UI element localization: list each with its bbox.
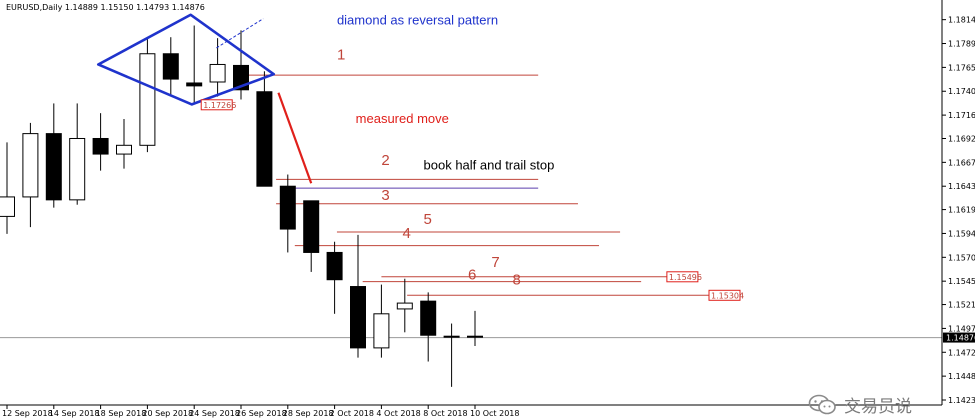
- bull-candle: [22, 133, 39, 198]
- level-price-tag: [708, 289, 741, 301]
- wechat-icon: [808, 394, 836, 414]
- bull-candle: [116, 144, 132, 155]
- diamond-dashed-extension: [216, 18, 264, 49]
- level-number-4: 4: [402, 225, 410, 242]
- bull-candle: [396, 302, 413, 310]
- breakout-price-label: 1.17266: [203, 101, 236, 110]
- price-tick-label: 1.16920: [948, 134, 975, 143]
- plot-area: 1.15496 1.15304 1.17266 1 2 3 45 678 diamond as …: [0, 13, 942, 387]
- price-tick-label: 1.15215: [948, 301, 975, 310]
- bear-candle: [443, 335, 460, 338]
- price-tick-label: 1.14970: [948, 324, 975, 333]
- price-tick-label: 1.16675: [948, 158, 975, 167]
- level-number-3: 3: [381, 187, 389, 204]
- time-tick-label: 14 Sep 2018: [49, 409, 100, 418]
- time-tick-label: 2 Oct 2018: [330, 409, 374, 418]
- bear-candle: [256, 91, 273, 187]
- bear-candle: [467, 335, 483, 338]
- current-price-tag: [943, 332, 975, 343]
- bear-candle: [350, 286, 366, 349]
- time-tick-label: 18 Sep 2018: [96, 409, 147, 418]
- bear-candle: [162, 53, 179, 80]
- diamond-pattern: [96, 13, 276, 106]
- price-tick-label: 1.15945: [948, 229, 975, 238]
- symbol-header: EURUSD,Daily 1.14889 1.15150 1.14793 1.1…: [6, 3, 205, 12]
- price-tick-label: 1.14235: [948, 396, 975, 405]
- level-price-tag-label: 1.15304: [711, 291, 744, 300]
- price-tick-label: 1.15700: [948, 253, 975, 262]
- annotation-text: book half and trail stop: [424, 158, 555, 173]
- time-tick-label: 26 Sep 2018: [236, 409, 287, 418]
- price-tick-label: 1.14725: [948, 348, 975, 357]
- level-price-tag: [666, 271, 699, 283]
- price-tick-label: 1.17650: [948, 63, 975, 72]
- level-number-1: 1: [337, 47, 345, 64]
- bear-candle: [92, 137, 109, 155]
- time-tick-label: 20 Sep 2018: [142, 409, 193, 418]
- price-tick-label: 1.17405: [948, 87, 975, 96]
- level-number-7: 7: [491, 254, 499, 271]
- watermark: 交易员说: [808, 392, 912, 417]
- time-tick-label: 12 Sep 2018: [2, 409, 53, 418]
- bull-candle: [209, 63, 226, 83]
- bear-candle: [420, 300, 437, 336]
- watermark-text: 交易员说: [844, 397, 912, 417]
- bull-candle: [373, 313, 390, 349]
- bear-candle: [326, 251, 343, 281]
- price-tick-label: 1.18140: [948, 16, 975, 25]
- annotation-text: diamond as reversal pattern: [337, 13, 498, 28]
- bull-candle: [139, 53, 156, 146]
- annotation-text: measured move: [356, 111, 449, 126]
- bear-candle: [279, 185, 296, 230]
- level-price-tag-label: 1.15496: [669, 273, 702, 282]
- time-tick-label: 28 Sep 2018: [283, 409, 334, 418]
- time-tick-label: 4 Oct 2018: [376, 409, 420, 418]
- time-tick-label: 10 Oct 2018: [470, 409, 519, 418]
- price-tick-label: 1.17160: [948, 111, 975, 120]
- bull-candle: [0, 196, 15, 217]
- level-number-5: 5: [424, 211, 432, 228]
- current-price-label: 1.14876: [946, 334, 975, 343]
- measured-move-line: [277, 92, 313, 184]
- time-tick-label: 24 Sep 2018: [189, 409, 240, 418]
- bear-candle: [186, 82, 203, 87]
- price-tick-label: 1.16190: [948, 206, 975, 215]
- bear-candle: [303, 200, 320, 253]
- bear-candle: [45, 133, 62, 201]
- price-tick-label: 1.16430: [948, 182, 975, 191]
- bull-candle: [69, 137, 86, 201]
- price-tick-label: 1.14480: [948, 372, 975, 381]
- level-number-8: 8: [512, 272, 520, 289]
- breakout-price-tag: [200, 99, 233, 111]
- price-axis: 1.18140 1.17895 1.17650 1.17405 1.17160 1.169…: [941, 0, 975, 405]
- level-number-6: 6: [468, 267, 476, 284]
- price-tick-label: 1.15455: [948, 277, 975, 286]
- time-tick-label: 8 Oct 2018: [423, 409, 467, 418]
- level-number-2: 2: [381, 152, 389, 169]
- price-tick-label: 1.17895: [948, 40, 975, 49]
